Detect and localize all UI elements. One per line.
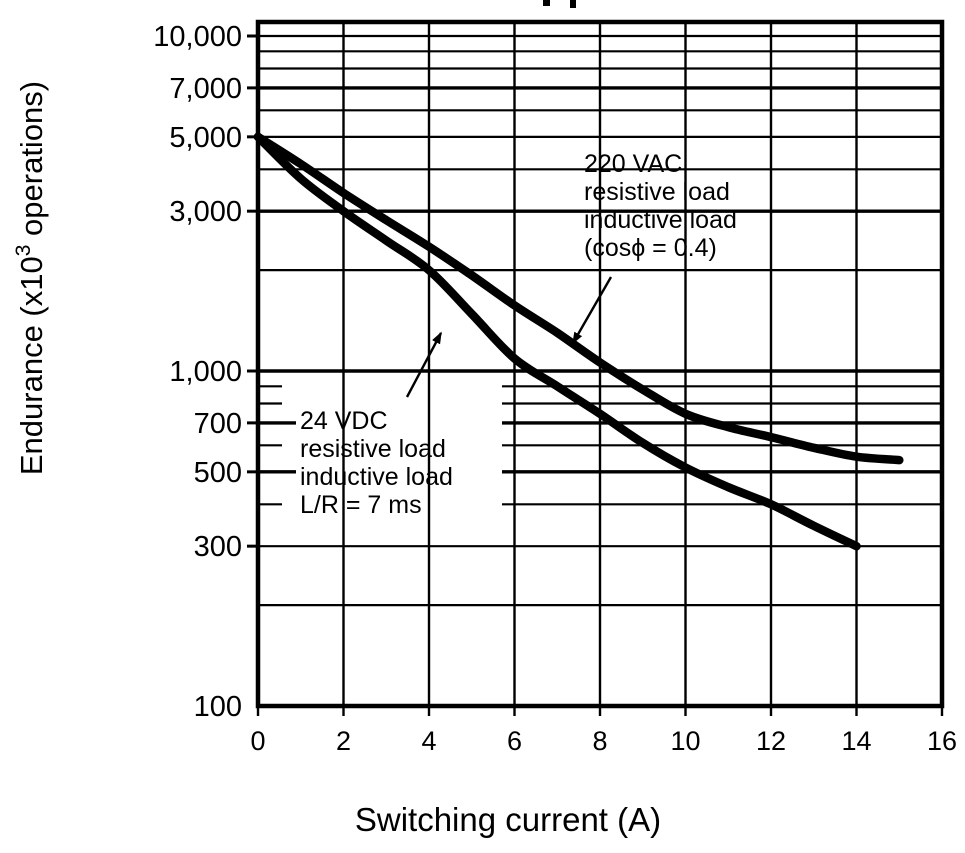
x-tick-label: 16 [927,726,957,756]
y-tick-labels: 10,000 7,000 5,000 3,000 1,000 700 500 300 100 [153,21,242,723]
annotation-text-line: resistive load [300,435,446,463]
annotation-arrow [571,276,613,345]
x-tick-label: 6 [507,726,522,756]
y-tick-label: 300 [194,531,242,563]
y-tick-label: 7,000 [169,73,242,105]
x-tick-label: 14 [841,726,871,756]
curve-24vdc [253,132,861,551]
gridlines [258,22,942,706]
y-tick-label: 10,000 [153,21,242,53]
x-tick-label: 4 [421,726,436,756]
annotation-text-line: L/R = 7 ms [300,491,422,519]
annotation-text-line: (cosϕ = 0.4) [584,234,717,262]
annotation-text-line: inductive load [300,463,453,491]
y-tick-label: 100 [194,691,242,723]
y-tick-label: 500 [194,457,242,489]
x-tick-label: 2 [336,726,351,756]
annotation-text-line: 24 VDC [300,407,388,435]
annotation-text-line: inductive load [584,206,737,234]
y-axis-title: Endurance (x103 operations) [12,81,49,475]
y-tick-label: 5,000 [169,122,242,154]
x-tick-label: 10 [670,726,700,756]
axis-ticks [247,34,944,716]
x-tick-label: 12 [756,726,786,756]
x-tick-label: 8 [592,726,607,756]
y-tick-label: 1,000 [169,356,242,388]
y-tick-label: 3,000 [169,196,242,228]
x-axis-title: Switching current (A) [355,801,661,838]
cropped-text-remnant [543,0,550,6]
curve-220vac [253,132,904,465]
y-tick-label: 700 [194,408,242,440]
cropped-text-remnant [570,0,576,8]
x-tick-labels: 0 2 4 6 8 10 12 14 16 [250,726,957,756]
plot-border [255,19,945,709]
annotation-text-line: 220 VAC [584,150,682,178]
annotation-text-line: resistive load [584,178,730,206]
annotation-arrow [405,331,443,398]
x-tick-label: 0 [250,726,265,756]
